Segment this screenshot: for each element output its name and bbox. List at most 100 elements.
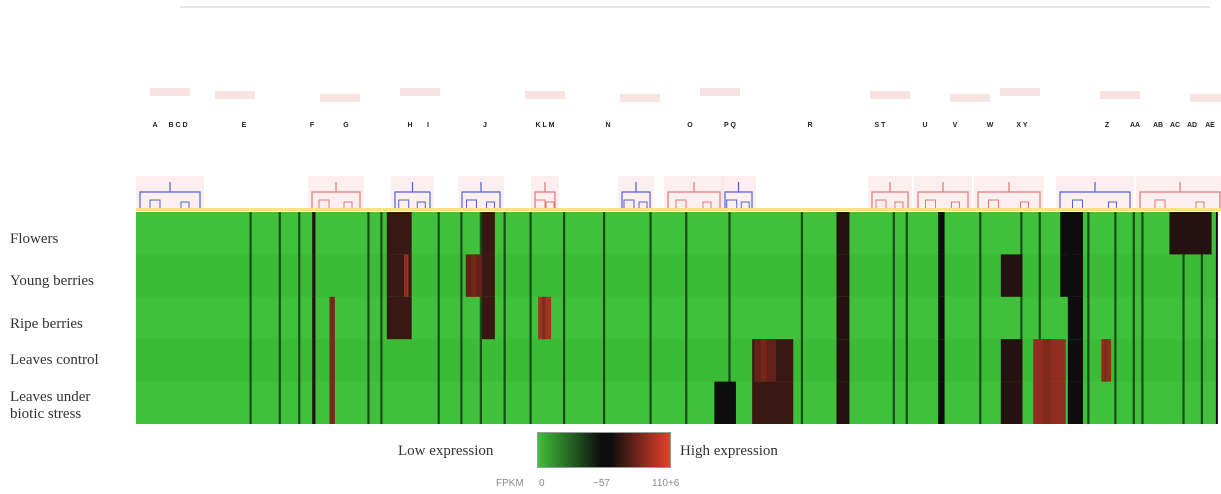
heatmap-cell xyxy=(1215,339,1218,382)
dendrogram-shade xyxy=(914,176,972,210)
legend-tick-max: 110+6 xyxy=(652,478,680,489)
dendrogram-branch xyxy=(667,182,721,210)
heatmap-cell xyxy=(1060,212,1075,255)
heatmap-cell xyxy=(1169,212,1212,255)
header-faint-mark xyxy=(525,91,565,99)
header-faint-mark xyxy=(950,94,990,102)
header-faint-mark xyxy=(320,94,360,102)
heatmap-cell xyxy=(938,212,945,255)
dendrogram-branch xyxy=(461,182,501,210)
dendrogram-branch xyxy=(724,182,753,210)
dendrogram-branch xyxy=(394,182,431,210)
heatmap-column-stripe xyxy=(1182,212,1185,424)
header-faint-mark xyxy=(1000,88,1040,96)
dendrogram-leaf xyxy=(988,199,1029,210)
heatmap-cell xyxy=(938,254,945,297)
row-label-ripe-berries: Ripe berries xyxy=(10,316,83,332)
cluster-label: P Q xyxy=(724,122,736,129)
heatmap-cell-highlight xyxy=(1042,381,1052,424)
heatmap-column-stripe xyxy=(728,212,731,424)
heatmap-cell-highlight xyxy=(471,254,476,297)
dendrogram-leaf xyxy=(675,199,712,210)
heatmap-column-stripe xyxy=(800,212,804,424)
heatmap-column-stripe xyxy=(979,212,982,424)
heatmap-cell xyxy=(1215,381,1218,424)
dendrogram-leaf xyxy=(1072,199,1117,210)
cluster-label: A xyxy=(152,122,157,129)
header-faint-mark xyxy=(620,94,660,102)
heatmap-column-stripe xyxy=(529,212,532,424)
heatmap-column-stripe xyxy=(602,212,606,424)
dendrogram-branch xyxy=(621,182,651,210)
heatmap-cell xyxy=(312,339,316,382)
cluster-label: AE xyxy=(1205,122,1215,129)
cluster-label: AA xyxy=(1130,122,1140,129)
dendrogram-shade xyxy=(974,176,1044,210)
heatmap-cell xyxy=(1000,381,1023,424)
heatmap-column-stripe xyxy=(1038,212,1041,424)
cluster-label: F xyxy=(310,122,315,129)
heatmap-cell xyxy=(312,296,316,340)
heatmap-column-stripe xyxy=(685,212,688,424)
heatmap-cell xyxy=(386,296,412,340)
dendrogram-branch xyxy=(311,182,361,210)
heatmap-column-stripe xyxy=(437,212,440,424)
heatmap-cell xyxy=(312,212,316,255)
cluster-label-row: A B C D E F G H I J K L M N O P Q R S T U V W X Y Z AA AB AC A… xyxy=(152,122,1215,129)
dendrogram-branch xyxy=(139,182,201,210)
row-label-leaves-biotic-stress: Leaves under biotic stress xyxy=(10,389,91,422)
dendrogram-leaf xyxy=(149,199,190,210)
dendrogram-shade xyxy=(1136,176,1221,210)
cluster-label: E xyxy=(242,122,247,129)
heatmap-cell xyxy=(836,339,850,382)
heatmap-grid xyxy=(136,212,1218,424)
heatmap-column-stripe xyxy=(1087,212,1090,424)
dendrogram-leaf xyxy=(466,199,495,210)
cluster-label: W xyxy=(987,122,994,129)
heatmap-column-stripe xyxy=(367,212,370,424)
heatmap-cell xyxy=(836,254,850,297)
heatmap-cell xyxy=(1000,339,1023,382)
cluster-label: G xyxy=(343,122,349,129)
heatmap-column-stripe xyxy=(1141,212,1144,424)
heatmap-column-stripe xyxy=(460,212,463,424)
cluster-label: K L M xyxy=(536,122,555,129)
heatmap-column-stripe xyxy=(278,212,281,424)
header-faint-mark xyxy=(1100,91,1140,99)
dendrogram-branch xyxy=(1059,182,1131,210)
heatmap-column-stripe xyxy=(649,212,652,424)
dendrogram-leaf xyxy=(534,199,555,210)
cluster-label: O xyxy=(687,122,693,129)
heatmap-cell xyxy=(836,381,850,424)
heatmap-cell xyxy=(836,212,850,255)
heatmap-cell xyxy=(938,339,945,382)
dendrogram-baseline xyxy=(136,208,1221,211)
heatmap-column-stripe xyxy=(1132,212,1135,424)
cluster-label: S T xyxy=(875,122,887,129)
heatmap-cell xyxy=(938,381,945,424)
heatmap-cell xyxy=(1067,381,1083,424)
dendrogram-shade xyxy=(868,176,912,210)
heatmap-cell xyxy=(481,254,495,297)
dendrogram-shade xyxy=(618,176,654,210)
header-faint-mark xyxy=(870,91,910,99)
heatmap-cell-highlight xyxy=(542,296,546,340)
top-border-line xyxy=(180,6,1210,8)
dendrogram-leaf xyxy=(318,199,353,210)
dendrogram xyxy=(136,88,1221,211)
heatmap-cell xyxy=(1215,296,1218,340)
heatmap-cell-highlight xyxy=(1104,339,1107,382)
heatmap-cell xyxy=(312,254,316,297)
cluster-label: X Y xyxy=(1016,122,1027,129)
dendrogram-leaf xyxy=(398,199,426,210)
heatmap-cell-highlight xyxy=(1042,339,1052,382)
legend-color-scale xyxy=(537,432,671,468)
heatmap-column-stripe xyxy=(1020,212,1023,424)
dendrogram-shade xyxy=(664,176,724,210)
row-label-young-berries: Young berries xyxy=(10,273,94,289)
cluster-label: AD xyxy=(1187,122,1197,129)
header-faint-mark xyxy=(150,88,190,96)
dendrogram-branch xyxy=(977,182,1041,210)
heatmap-row-band xyxy=(136,254,1217,297)
cluster-label: B C D xyxy=(168,122,187,129)
